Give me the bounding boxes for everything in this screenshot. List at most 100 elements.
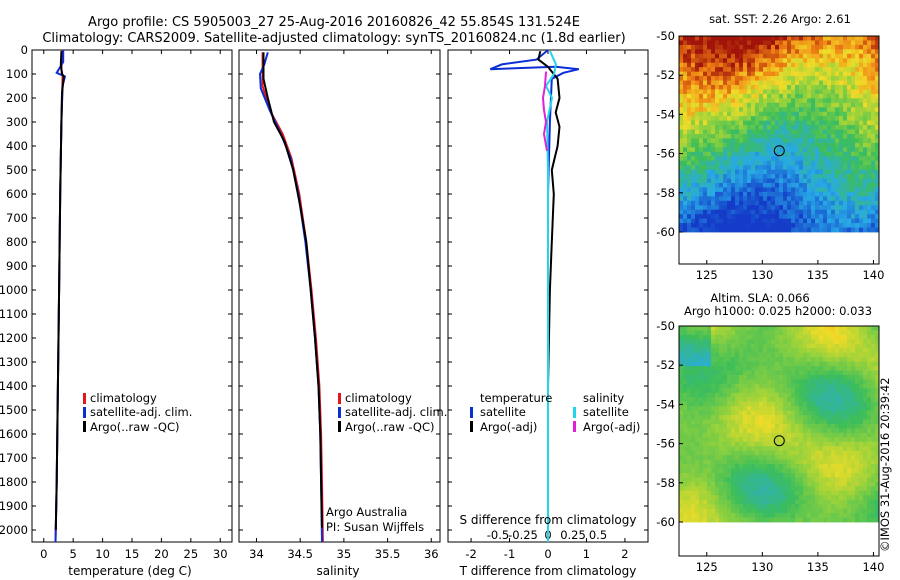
- heatmap-cell: [875, 138, 880, 144]
- heatmap-cell: [703, 107, 708, 113]
- heatmap-cell: [723, 499, 728, 505]
- heatmap-cell: [703, 432, 708, 438]
- heatmap-cell: [695, 397, 700, 403]
- heatmap-cell: [799, 93, 804, 99]
- heatmap-cell: [867, 93, 872, 99]
- heatmap-cell: [739, 53, 744, 59]
- heatmap-cell: [835, 388, 840, 394]
- heatmap-cell: [803, 227, 808, 233]
- heatmap-cell: [679, 352, 684, 358]
- heatmap-cell: [863, 98, 868, 104]
- heatmap-cell: [783, 116, 788, 122]
- heatmap-cell: [859, 49, 864, 55]
- y-tick-label: 1300: [0, 355, 28, 369]
- heatmap-cell: [851, 334, 856, 340]
- heatmap-cell: [779, 44, 784, 50]
- heatmap-cell: [775, 200, 780, 206]
- heatmap-cell: [727, 93, 732, 99]
- heatmap-cell: [723, 397, 728, 403]
- heatmap-cell: [727, 218, 732, 224]
- heatmap-cell: [803, 428, 808, 434]
- heatmap-cell: [759, 490, 764, 496]
- heatmap-cell: [711, 406, 716, 412]
- heatmap-cell: [783, 401, 788, 407]
- heatmap-cell: [739, 508, 744, 514]
- heatmap-cell: [759, 71, 764, 77]
- heatmap-cell: [775, 120, 780, 126]
- heatmap-cell: [699, 392, 704, 398]
- heatmap-cell: [823, 508, 828, 514]
- heatmap-cell: [787, 401, 792, 407]
- heatmap-cell: [851, 151, 856, 157]
- heatmap-cell: [839, 508, 844, 514]
- heatmap-cell: [739, 499, 744, 505]
- heatmap-cell: [727, 459, 732, 465]
- heatmap-cell: [843, 200, 848, 206]
- heatmap-cell: [827, 410, 832, 416]
- heatmap-cell: [687, 98, 692, 104]
- heatmap-cell: [831, 379, 836, 385]
- heatmap-cell: [699, 441, 704, 447]
- heatmap-cell: [743, 120, 748, 126]
- heatmap-cell: [783, 334, 788, 340]
- heatmap-cell: [735, 343, 740, 349]
- heatmap-cell: [851, 89, 856, 95]
- heatmap-cell: [735, 183, 740, 188]
- heatmap-cell: [687, 379, 692, 385]
- heatmap-cell: [755, 142, 760, 148]
- heatmap-cell: [791, 334, 796, 340]
- heatmap-cell: [735, 415, 740, 420]
- heatmap-cell: [731, 499, 736, 505]
- x-tick-label: 10: [95, 547, 110, 561]
- heatmap-cell: [807, 388, 812, 394]
- heatmap-cell: [787, 379, 792, 385]
- heatmap-cell: [803, 169, 808, 175]
- heatmap-cell: [751, 326, 756, 331]
- heatmap-cell: [711, 432, 716, 438]
- heatmap-cell: [711, 459, 716, 465]
- heatmap-cell: [727, 410, 732, 416]
- heatmap-cell: [759, 432, 764, 438]
- heatmap-cell: [819, 80, 824, 86]
- heatmap-cell: [727, 348, 732, 354]
- heatmap-cell: [747, 196, 752, 202]
- heatmap-cell: [699, 58, 704, 64]
- heatmap-cell: [755, 76, 760, 81]
- heatmap-cell: [735, 357, 740, 363]
- heatmap-cell: [715, 459, 720, 465]
- heatmap-cell: [831, 455, 836, 461]
- heatmap-cell: [839, 142, 844, 148]
- heatmap-cell: [695, 120, 700, 126]
- heatmap-cell: [851, 174, 856, 179]
- heatmap-cell: [835, 406, 840, 412]
- heatmap-cell: [859, 348, 864, 354]
- heatmap-cell: [727, 352, 732, 358]
- heatmap-cell: [759, 361, 764, 367]
- heatmap-cell: [723, 67, 728, 73]
- heatmap-cell: [735, 200, 740, 206]
- heatmap-cell: [839, 36, 844, 41]
- heatmap-cell: [835, 410, 840, 416]
- heatmap-cell: [871, 357, 876, 363]
- heatmap-cell: [835, 147, 840, 153]
- heatmap-cell: [827, 89, 832, 95]
- heatmap-cell: [691, 134, 696, 139]
- heatmap-cell: [691, 85, 696, 90]
- heatmap-cell: [731, 375, 736, 380]
- heatmap-cell: [679, 218, 684, 224]
- heatmap-cell: [747, 227, 752, 233]
- heatmap-cell: [835, 156, 840, 162]
- heatmap-cell: [735, 473, 740, 478]
- heatmap-cell: [695, 441, 700, 447]
- heatmap-cell: [747, 410, 752, 416]
- heatmap-cell: [799, 200, 804, 206]
- heatmap-cell: [739, 209, 744, 215]
- heatmap-cell: [807, 183, 812, 188]
- heatmap-cell: [875, 392, 880, 398]
- heatmap-cell: [751, 53, 756, 59]
- heatmap-cell: [775, 490, 780, 496]
- heatmap-cell: [751, 67, 756, 73]
- heatmap-cell: [835, 98, 840, 104]
- heatmap-cell: [815, 71, 820, 77]
- heatmap-cell: [771, 200, 776, 206]
